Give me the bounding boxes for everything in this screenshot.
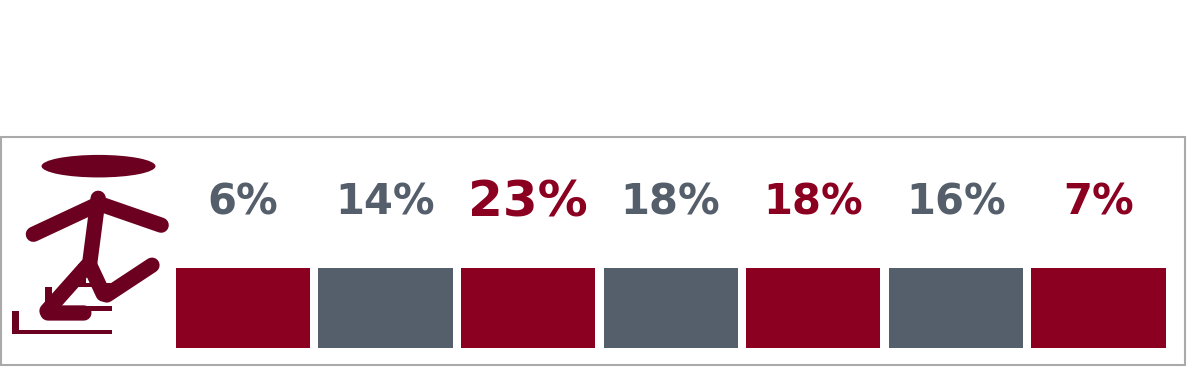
Text: 55-64: 55-64 — [922, 298, 989, 318]
Text: 7%: 7% — [1064, 182, 1134, 224]
FancyBboxPatch shape — [1032, 268, 1166, 348]
FancyBboxPatch shape — [12, 330, 112, 334]
FancyBboxPatch shape — [78, 283, 112, 287]
Circle shape — [33, 153, 164, 179]
Text: 23%: 23% — [468, 179, 588, 226]
FancyBboxPatch shape — [45, 306, 112, 310]
FancyBboxPatch shape — [78, 264, 85, 287]
Text: 6%: 6% — [208, 182, 278, 224]
Text: 25-34: 25-34 — [495, 298, 561, 318]
FancyBboxPatch shape — [176, 268, 310, 348]
Text: Retail age distribution: Retail age distribution — [293, 47, 894, 92]
FancyBboxPatch shape — [747, 268, 881, 348]
Text: 14%: 14% — [336, 182, 436, 224]
Text: 16-19: 16-19 — [209, 298, 277, 318]
FancyBboxPatch shape — [318, 268, 452, 348]
Text: 18%: 18% — [763, 182, 863, 224]
FancyBboxPatch shape — [889, 268, 1023, 348]
FancyBboxPatch shape — [603, 268, 738, 348]
Circle shape — [42, 155, 155, 178]
Text: 35-44: 35-44 — [637, 298, 704, 318]
FancyBboxPatch shape — [461, 268, 595, 348]
Text: 66+: 66+ — [1075, 298, 1122, 318]
Text: 20-24: 20-24 — [353, 298, 419, 318]
Text: 16%: 16% — [906, 182, 1005, 224]
Text: 45-54: 45-54 — [780, 298, 846, 318]
FancyBboxPatch shape — [45, 287, 52, 310]
Text: 18%: 18% — [621, 182, 721, 224]
FancyBboxPatch shape — [12, 310, 19, 334]
